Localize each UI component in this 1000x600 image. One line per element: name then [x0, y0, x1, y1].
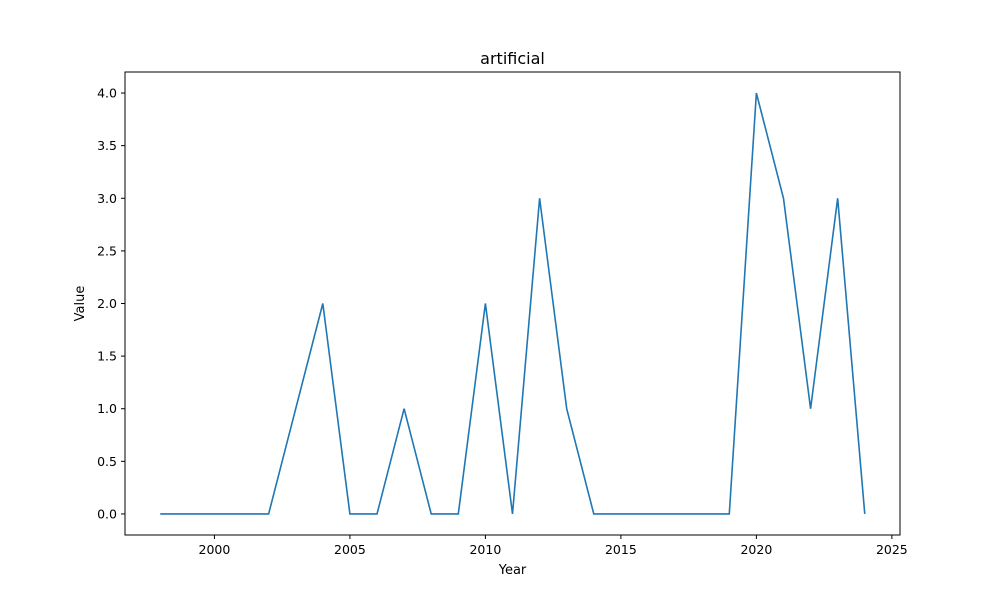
plot-frame	[124, 71, 901, 536]
x-tick-label: 2005	[334, 542, 366, 557]
x-axis: 2000 2005 2010 2015 2020 2025	[199, 535, 908, 557]
y-tick-label: 1.5	[97, 349, 117, 364]
x-axis-label: Year	[498, 563, 527, 578]
x-tick-label: 2000	[199, 542, 231, 557]
y-tick-label: 0.0	[97, 506, 117, 521]
x-tick-label: 2025	[876, 542, 908, 557]
y-tick-label: 3.0	[97, 191, 117, 206]
y-tick-label: 2.0	[97, 296, 117, 311]
y-tick-label: 1.0	[97, 401, 117, 416]
plot-area	[125, 72, 900, 535]
series-layer	[160, 92, 866, 515]
y-tick-label: 2.5	[97, 243, 117, 258]
y-tick-label: 4.0	[97, 86, 117, 101]
series-line	[160, 92, 866, 515]
y-axis: 0.0 0.5 1.0 1.5 2.0 2.5 3.0 3.5 4.0	[97, 86, 125, 521]
x-tick-label: 2015	[605, 542, 637, 557]
chart-title: artificial	[480, 49, 545, 68]
y-tick-label: 3.5	[97, 138, 117, 153]
y-tick-label: 0.5	[97, 454, 117, 469]
x-tick-label: 2020	[740, 542, 772, 557]
x-tick-label: 2010	[469, 542, 501, 557]
y-axis-label: Value	[73, 286, 88, 322]
